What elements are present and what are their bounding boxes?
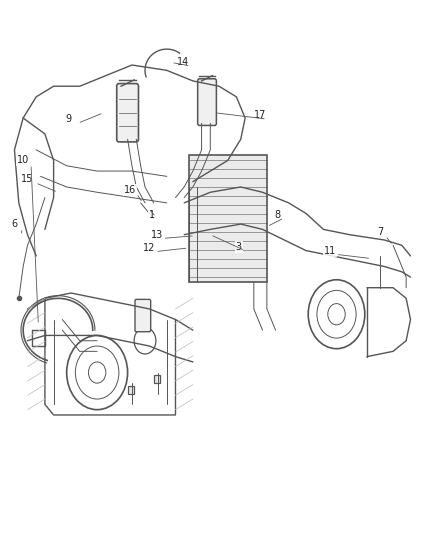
- Text: 9: 9: [66, 114, 72, 124]
- FancyBboxPatch shape: [117, 84, 138, 142]
- Text: 17: 17: [254, 110, 267, 120]
- Text: 15: 15: [21, 174, 34, 184]
- Text: 12: 12: [143, 243, 155, 253]
- FancyBboxPatch shape: [198, 79, 216, 125]
- Bar: [188, 155, 267, 282]
- Text: 7: 7: [377, 227, 383, 237]
- Text: 8: 8: [275, 209, 281, 220]
- Text: 11: 11: [324, 246, 336, 256]
- Text: 16: 16: [124, 184, 136, 195]
- FancyBboxPatch shape: [135, 300, 151, 332]
- Text: 3: 3: [236, 242, 242, 252]
- Bar: [127, 386, 134, 394]
- Text: 1: 1: [148, 210, 155, 220]
- Text: 6: 6: [11, 219, 18, 229]
- Text: 14: 14: [177, 58, 190, 67]
- Bar: [154, 375, 160, 383]
- Text: 10: 10: [17, 156, 29, 165]
- Text: 13: 13: [151, 230, 163, 240]
